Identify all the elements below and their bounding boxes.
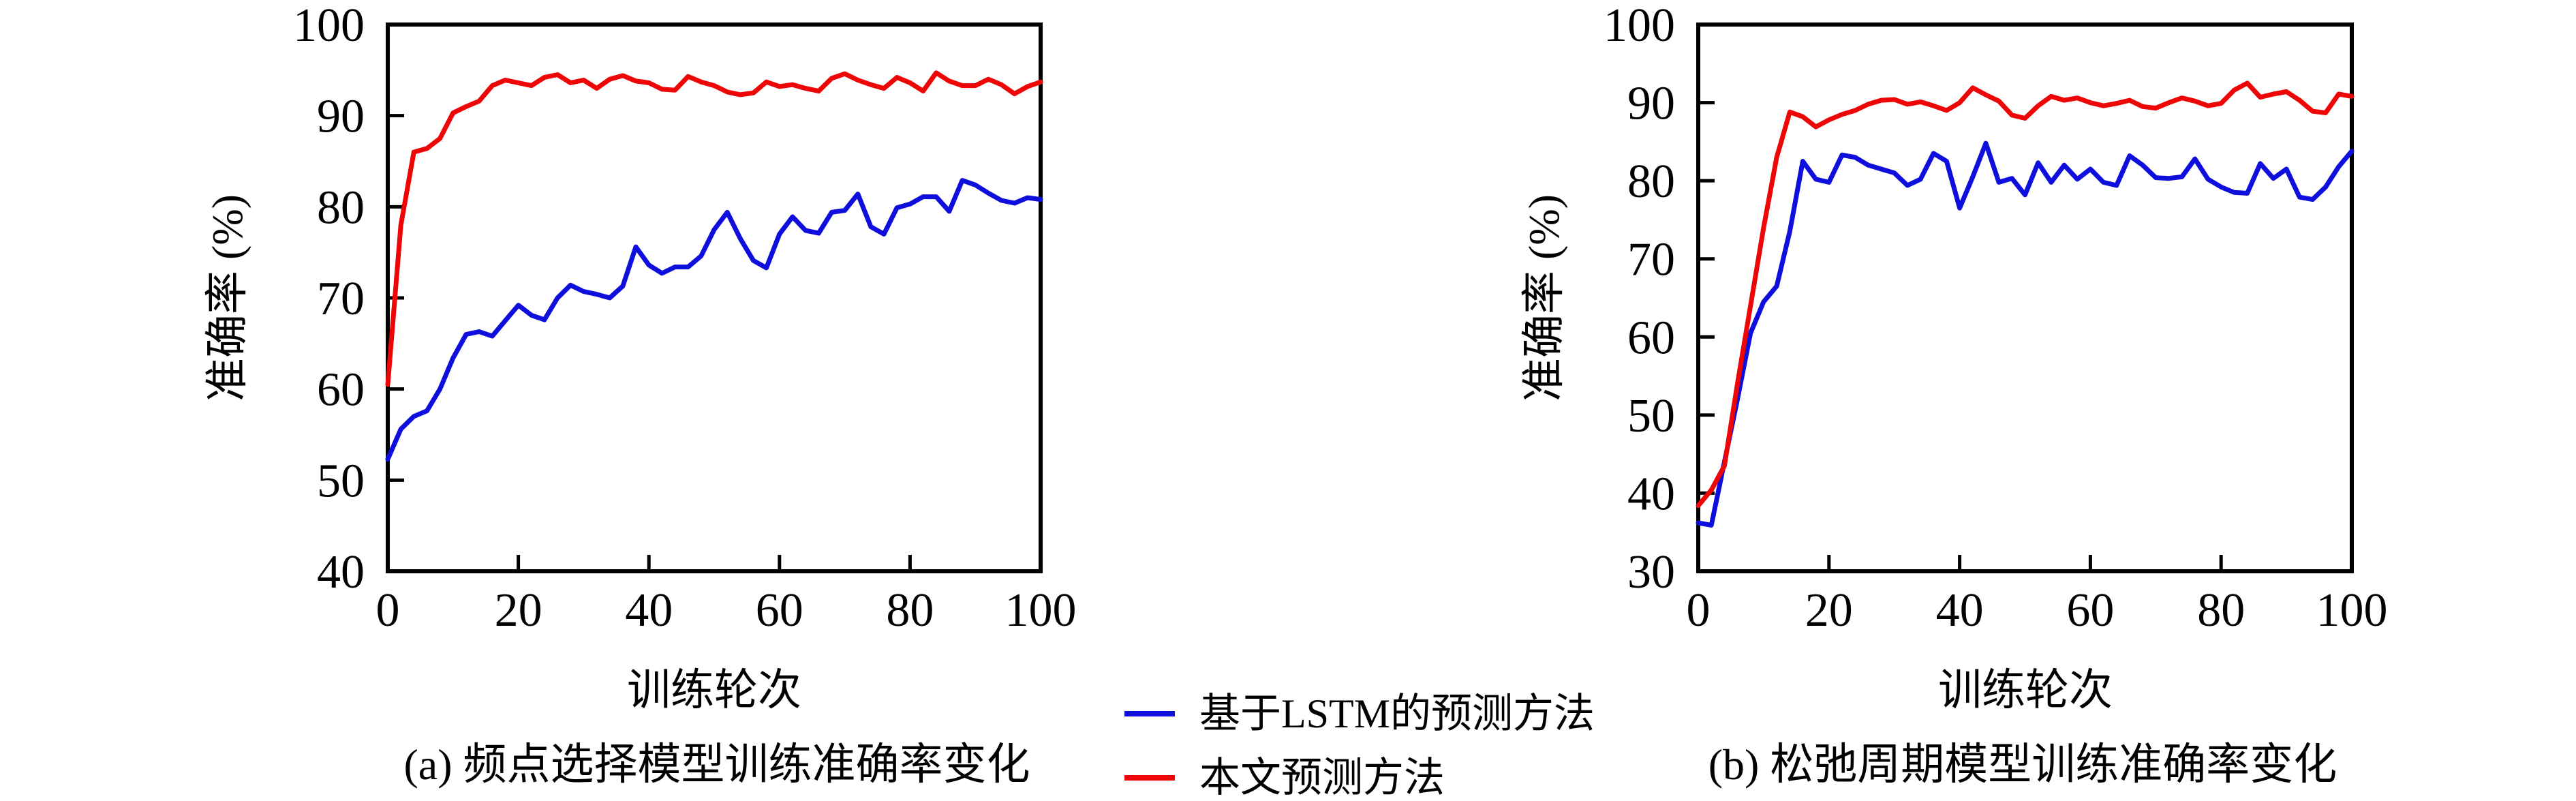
y-tick-label: 90 xyxy=(317,91,365,143)
y-tick-label: 50 xyxy=(1627,390,1675,442)
chart-b-y-axis-label: 准确率 (%) xyxy=(1520,194,1568,402)
x-tick-label: 0 xyxy=(1687,584,1711,637)
y-tick-label: 60 xyxy=(1627,312,1675,364)
series-line-proposed xyxy=(385,70,1043,387)
x-tick-label: 60 xyxy=(2066,584,2114,637)
chart-a-plot-area: 0 20 40 60 80 100 40 50 60 70 80 90 100 xyxy=(293,0,1077,637)
lstm-line-swatch xyxy=(1124,711,1175,716)
legend-label-lstm: 基于LSTM的预测方法 xyxy=(1199,691,1595,736)
chart-a-y-axis-label: 准确率 (%) xyxy=(203,194,251,402)
y-tick-label: 100 xyxy=(293,0,365,52)
x-tick-label: 100 xyxy=(1005,584,1077,637)
legend-label-proposed: 本文预测方法 xyxy=(1199,755,1445,800)
y-tick-label: 50 xyxy=(317,455,365,507)
y-tick-label: 40 xyxy=(317,546,365,599)
x-tick-label: 20 xyxy=(495,584,542,637)
chart-b-x-axis-label: 训练轮次 xyxy=(1938,666,2113,714)
x-tick-label: 80 xyxy=(886,584,934,637)
chart-a-caption: (a) 频点选择模型训练准确率变化 xyxy=(403,740,1030,789)
chart-b-caption: (b) 松弛周期模型训练准确率变化 xyxy=(1708,740,2337,789)
x-tick-label: 20 xyxy=(1805,584,1853,637)
plot-border xyxy=(1696,22,2354,573)
y-tick-label: 30 xyxy=(1627,546,1675,599)
y-tick-label: 70 xyxy=(317,273,365,325)
series-line-proposed xyxy=(1696,80,2355,509)
legend-item-lstm: 基于LSTM的预测方法 xyxy=(1124,693,1595,734)
x-tick-label: 40 xyxy=(625,584,673,637)
legend-item-proposed: 本文预测方法 xyxy=(1124,757,1445,798)
y-tick-label: 80 xyxy=(1627,155,1675,208)
y-tick-label: 100 xyxy=(1604,0,1675,52)
y-tick-label: 80 xyxy=(317,181,365,234)
series-line-lstm xyxy=(385,178,1043,462)
chart-b-plot-area: 0 20 40 60 80 100 30 40 50 60 70 80 90 100 xyxy=(1604,0,2388,637)
x-tick-label: 100 xyxy=(2316,584,2388,637)
plot-border xyxy=(386,22,1043,573)
series-line-lstm xyxy=(1696,140,2355,528)
y-tick-label: 40 xyxy=(1627,468,1675,520)
x-tick-label: 40 xyxy=(1936,584,1984,637)
x-tick-label: 60 xyxy=(756,584,803,637)
x-tick-label: 80 xyxy=(2197,584,2245,637)
x-tick-label: 0 xyxy=(376,584,400,637)
chart-a-x-axis-label: 训练轮次 xyxy=(627,666,801,714)
proposed-line-swatch xyxy=(1124,775,1175,781)
y-tick-label: 70 xyxy=(1627,234,1675,286)
y-tick-label: 90 xyxy=(1627,78,1675,130)
y-tick-label: 60 xyxy=(317,364,365,417)
